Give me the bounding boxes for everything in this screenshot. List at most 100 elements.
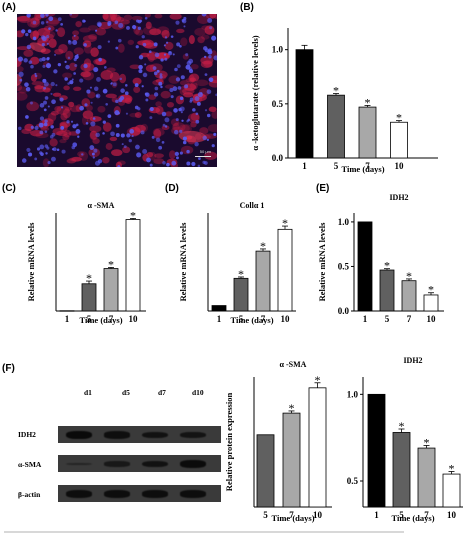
red-stain: [180, 145, 194, 155]
red-stain: [105, 142, 113, 150]
caption-cutoff: [4, 531, 404, 533]
nucleus: [64, 60, 67, 63]
blot-band: [66, 490, 92, 498]
blot-row-label-beta-actin: β-actin: [18, 490, 41, 499]
blot-band: [66, 462, 92, 466]
red-stain: [161, 29, 170, 39]
bar-10: [277, 228, 293, 312]
red-stain: [195, 79, 209, 87]
nucleus: [209, 26, 213, 30]
nucleus: [34, 72, 37, 75]
bar-5: [81, 283, 97, 312]
nucleus: [186, 161, 191, 166]
nucleus: [145, 98, 149, 102]
nucleus: [44, 119, 48, 123]
red-stain: [90, 47, 99, 57]
nucleus: [110, 82, 113, 85]
x-axis-label: Time (days): [341, 164, 384, 174]
nucleus: [25, 86, 31, 92]
red-stain: [97, 105, 106, 113]
nucleus: [45, 152, 48, 155]
nucleus: [175, 20, 180, 25]
nucleus: [152, 66, 157, 70]
bar-10: [390, 121, 408, 159]
nucleus: [93, 67, 99, 73]
red-stain: [155, 101, 162, 107]
bar-1: [295, 49, 314, 159]
red-stain: [95, 27, 107, 36]
nucleus: [61, 149, 66, 154]
nucleus: [48, 27, 51, 30]
nucleus: [40, 14, 45, 18]
x-tick-label: 7: [407, 314, 412, 324]
nucleus: [53, 69, 58, 74]
nucleus: [34, 74, 38, 78]
red-stain: [183, 92, 194, 98]
nucleus: [32, 20, 37, 25]
nucleus: [185, 53, 189, 57]
nucleus: [197, 164, 201, 167]
red-stain: [100, 69, 114, 80]
nucleus: [141, 85, 144, 88]
red-stain: [56, 27, 66, 38]
red-stain: [153, 158, 165, 165]
x-tick-label: 5: [87, 314, 92, 324]
red-stain: [144, 14, 151, 18]
nucleus: [49, 134, 54, 139]
nucleus: [197, 92, 203, 98]
nucleus: [34, 125, 39, 131]
nucleus: [60, 22, 64, 26]
nucleus: [194, 141, 199, 147]
significance-star: *: [424, 435, 430, 449]
nucleus: [66, 120, 70, 124]
red-stain: [204, 151, 217, 161]
nucleus: [174, 67, 178, 72]
nucleus: [48, 16, 54, 22]
nucleus: [135, 144, 140, 150]
nucleus: [118, 22, 124, 28]
red-stain: [105, 93, 117, 99]
nucleus: [169, 87, 174, 93]
nucleus: [26, 44, 32, 50]
bar-1: [59, 310, 75, 312]
nucleus: [82, 19, 86, 23]
nucleus: [107, 21, 112, 26]
nucleus: [105, 103, 108, 106]
red-stain: [188, 74, 195, 84]
bar-10: [308, 387, 327, 508]
nucleus: [60, 125, 65, 130]
blot-band: [180, 431, 206, 439]
blot-band-row-beta-actin: [58, 485, 221, 502]
bar-5: [392, 432, 411, 508]
chart-title: Collα 1: [240, 201, 265, 210]
red-stain: [207, 124, 217, 133]
x-tick-label: 10: [395, 161, 405, 171]
nucleus: [201, 14, 207, 17]
red-stain: [106, 67, 116, 73]
nucleus: [95, 29, 98, 32]
red-stain: [109, 136, 118, 142]
red-stain: [189, 77, 197, 83]
bar-7: [282, 412, 301, 508]
x-tick-label: 10: [447, 510, 457, 520]
nucleus: [18, 126, 22, 131]
nucleus: [112, 82, 117, 87]
red-stain: [62, 108, 71, 119]
nucleus: [71, 78, 74, 81]
nucleus: [46, 146, 50, 150]
nucleus: [171, 160, 177, 166]
red-stain: [48, 38, 57, 49]
red-stain: [102, 14, 109, 20]
scale-bar-label: 50 μm: [199, 149, 211, 154]
red-stain: [111, 149, 123, 157]
nucleus: [83, 63, 88, 69]
x-axis-label: Time (days): [230, 315, 273, 325]
bar-1: [357, 221, 373, 312]
nucleus: [18, 71, 24, 77]
nucleus: [95, 93, 101, 99]
blot-band: [142, 490, 168, 498]
nucleus: [173, 108, 178, 113]
significance-star: *: [449, 461, 455, 475]
nucleus: [91, 152, 95, 156]
